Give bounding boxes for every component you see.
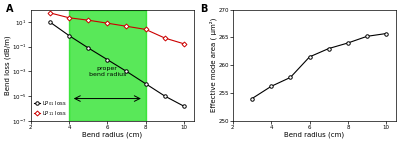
LP$_{11}$ loss: [124, 25, 129, 27]
Y-axis label: Effective mode area ( μm²): Effective mode area ( μm²): [209, 18, 217, 112]
LP$_{01}$ loss: [66, 35, 71, 36]
X-axis label: Bend radius (cm): Bend radius (cm): [284, 131, 344, 138]
LP$_{01}$ loss: [105, 59, 110, 60]
LP$_{01}$ loss: [162, 95, 167, 97]
LP$_{01}$ loss: [47, 21, 52, 23]
LP$_{11}$ loss: [105, 22, 110, 24]
LP$_{11}$ loss: [162, 37, 167, 39]
Y-axis label: Bend loss (dB/m): Bend loss (dB/m): [4, 35, 11, 95]
Text: proper
bend radius: proper bend radius: [89, 66, 126, 77]
LP$_{11}$ loss: [182, 43, 186, 45]
LP$_{11}$ loss: [66, 17, 71, 19]
Text: B: B: [200, 4, 208, 14]
LP$_{01}$ loss: [143, 83, 148, 85]
LP$_{11}$ loss: [47, 12, 52, 14]
Bar: [69, 10, 146, 121]
LP$_{11}$ loss: [86, 19, 90, 21]
LP$_{01}$ loss: [182, 105, 186, 107]
X-axis label: Bend radius (cm): Bend radius (cm): [82, 131, 142, 138]
LP$_{01}$ loss: [124, 71, 129, 72]
Text: A: A: [6, 4, 14, 14]
LP$_{01}$ loss: [86, 47, 90, 49]
LP$_{11}$ loss: [143, 29, 148, 30]
Line: LP$_{01}$ loss: LP$_{01}$ loss: [48, 20, 186, 108]
Line: LP$_{11}$ loss: LP$_{11}$ loss: [48, 11, 186, 46]
Legend: LP$_{01}$ loss, LP$_{11}$ loss: LP$_{01}$ loss, LP$_{11}$ loss: [33, 98, 67, 118]
